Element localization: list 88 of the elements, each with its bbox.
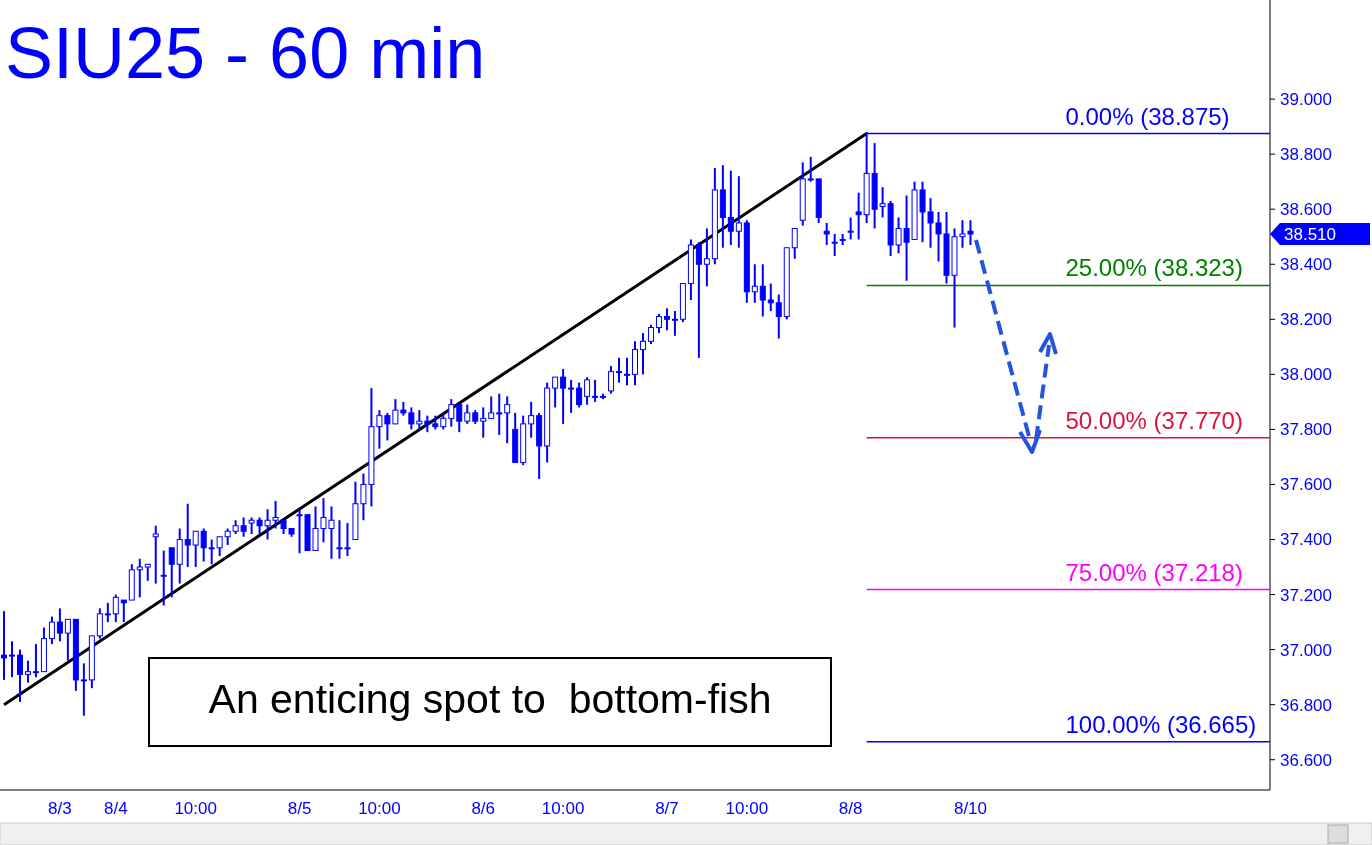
candlestick [528,400,535,439]
x-tick-label: 10:00 [725,799,769,818]
y-tick-label: 36.800 [1280,695,1332,715]
candlestick [552,376,559,409]
candlestick [32,643,39,679]
candlestick [184,502,191,569]
candlestick [16,648,23,703]
candlestick [456,403,463,434]
candlestick [616,356,623,384]
x-tick-label: 8/6 [471,799,496,818]
x-tick-label: 8/7 [655,799,679,818]
candlestick [0,610,7,681]
ref-line-label: 100.00% (36.665) [1065,710,1257,738]
candlestick [24,659,31,684]
candlestick [663,307,670,332]
x-tick-label: 8/8 [838,799,863,818]
candlestick [767,282,774,313]
candlestick [584,376,591,406]
candlestick [671,310,678,337]
candlestick [847,216,854,241]
candlestick [568,378,575,414]
candlestick [791,227,798,260]
y-tick-label: 37.200 [1280,585,1332,605]
candlestick [775,293,782,340]
candlestick [104,601,111,624]
candlestick [831,232,838,257]
candlestick [624,356,631,387]
candlestick [727,169,734,246]
ref-line-label: 0.00% (38.875) [1065,102,1230,130]
x-tick-label: 8/3 [48,799,72,818]
candlestick [504,395,511,445]
candlestick [168,546,175,599]
ref-line-label: 75.00% (37.218) [1065,558,1243,586]
x-tick-label: 10:00 [541,799,585,818]
candlestick [592,378,599,403]
candlestick [639,332,646,376]
candlestick [152,524,159,585]
candlestick [208,538,215,566]
candlestick [8,640,15,679]
candlestick [448,398,455,428]
candlestick [112,593,119,624]
y-tick-label: 37.600 [1280,475,1332,495]
candlestick [759,263,766,318]
y-tick-label: 37.800 [1280,420,1332,440]
y-tick-label: 37.000 [1280,640,1332,660]
x-tick-label: 10:00 [174,799,217,818]
y-tick-label: 37.400 [1280,530,1332,550]
candlestick [80,662,87,717]
x-tick-label: 8/4 [104,799,128,818]
candlestick [464,403,471,425]
y-tick-label: 36.600 [1280,750,1332,770]
text: 38.510 [1284,224,1336,244]
candlestick [496,392,503,436]
candlestick [647,323,654,346]
candlestick [64,618,71,662]
candlestick [576,381,583,409]
x-tick-label: 8/10 [953,799,988,818]
y-tick-label: 38.400 [1280,255,1332,275]
chart-title: SIU25 - 60 min [5,13,486,93]
candlestick [703,227,710,288]
candlestick [480,406,487,439]
candlestick [136,557,143,599]
candlestick [608,365,615,395]
ref-line-label: 50.00% (37.770) [1065,406,1243,434]
candlestick [695,241,702,359]
candlestick [807,155,814,183]
ref-line-label: 25.00% (38.323) [1065,254,1243,282]
candlestick [823,221,830,246]
candlestick [560,367,567,425]
candlestick [192,530,199,569]
y-tick-label: 38.000 [1280,365,1332,385]
candlestick [120,599,127,624]
annotation: An enticing spot to bottom-fish [208,676,772,722]
candlestick [160,549,167,607]
x-tick-label: 10:00 [358,799,401,818]
y-tick-label: 38.200 [1280,310,1332,330]
y-tick-label: 38.600 [1280,200,1332,220]
candlestick [48,615,55,646]
x-tick-label: 8/5 [287,799,312,818]
candlestick [655,312,662,335]
candlestick [96,607,103,640]
candlestick [56,607,63,643]
candlestick [735,175,742,249]
candlestick [200,527,207,563]
y-tick-label: 39.000 [1280,90,1332,110]
candlestick [751,263,758,304]
y-tick-label: 38.800 [1280,145,1332,165]
candlestick [488,395,495,420]
